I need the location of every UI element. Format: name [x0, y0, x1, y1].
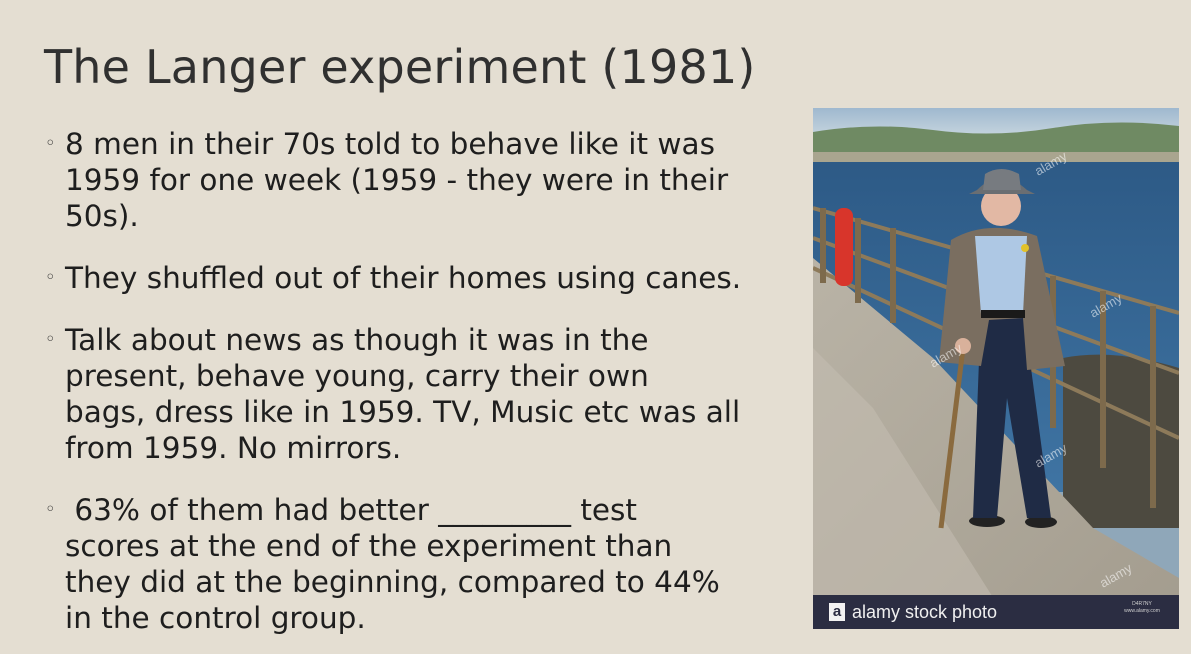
- bullet-line: from 1959. No mirrors.: [65, 431, 402, 465]
- man-figure: [938, 169, 1065, 529]
- bullet-line: scores at the end of the experiment than: [65, 529, 673, 563]
- bullet-item: ◦ 63% of them had better _________ test …: [40, 492, 800, 636]
- bullet-marker: ◦: [45, 499, 56, 520]
- bullet-line: 1959 for one week (1959 - they were in t…: [65, 163, 729, 197]
- bullet-marker: ◦: [45, 267, 56, 288]
- bullet-item: ◦ 8 men in their 70s told to behave like…: [40, 126, 800, 234]
- slide-title: The Langer experiment (1981): [44, 40, 756, 94]
- bullet-line: 8 men in their 70s told to behave like i…: [65, 127, 715, 161]
- old-man-photo: alamy alamy alamy alamy alamy a alamy st…: [813, 108, 1179, 629]
- bullet-line: They shuffled out of their homes using c…: [65, 261, 742, 295]
- photo-illustration: alamy alamy alamy alamy alamy: [813, 108, 1179, 629]
- photo-site: www.alamy.com: [1124, 608, 1160, 614]
- bullet-line: bags, dress like in 1959. TV, Music etc …: [65, 395, 741, 429]
- bullet-marker: ◦: [45, 329, 56, 350]
- bullet-line: 50s).: [65, 199, 139, 233]
- bullet-line: Talk about news as though it was in the: [65, 323, 649, 357]
- bullet-line: present, behave young, carry their own: [65, 359, 649, 393]
- alamy-logo-icon: a: [829, 603, 845, 621]
- bullet-line: they did at the beginning, compared to 4…: [65, 565, 720, 599]
- bullet-line: 63% of them had better _________ test: [65, 493, 637, 527]
- photo-credit-bar: a alamy stock photo D4R7NY www.alamy.com: [813, 595, 1179, 629]
- bullet-item: ◦ Talk about news as though it was in th…: [40, 322, 800, 466]
- bullet-line: in the control group.: [65, 601, 366, 635]
- bullet-list: ◦ 8 men in their 70s told to behave like…: [40, 126, 800, 636]
- bullet-item: ◦ They shuffled out of their homes using…: [40, 260, 800, 296]
- photo-credit-small: D4R7NY www.alamy.com: [1115, 601, 1169, 615]
- photo-credit-text: alamy stock photo: [852, 601, 998, 622]
- photo-image-id: D4R7NY: [1132, 601, 1152, 607]
- bullet-marker: ◦: [45, 133, 56, 154]
